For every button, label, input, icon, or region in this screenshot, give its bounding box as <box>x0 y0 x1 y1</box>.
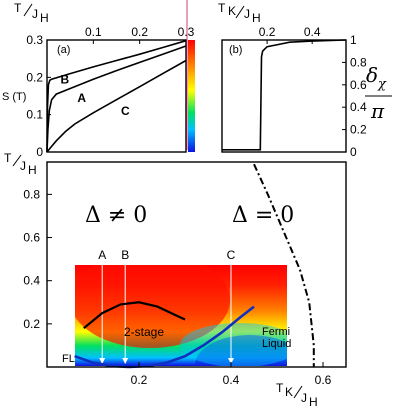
panel-main-ylabel: T J H <box>4 151 37 177</box>
panel-b-curves <box>222 39 347 151</box>
heatmap <box>75 265 287 366</box>
svg-text:χ: χ <box>377 77 387 92</box>
panel-a-xtick-label: 0.3 <box>178 25 195 39</box>
panel-main-xtick-label: 0.6 <box>315 373 332 387</box>
svg-text:J: J <box>20 159 26 173</box>
panel-main-ticks: 0.2 0.4 0.6 0.8 0.2 0.4 0.6 <box>23 187 331 387</box>
panel-main-ytick-label: 0.4 <box>23 274 40 288</box>
panel-b-ytick-label: 0.6 <box>350 78 367 92</box>
svg-text:K: K <box>285 385 293 399</box>
panel-b-xtick-label: 0.4 <box>304 25 321 39</box>
svg-text:J: J <box>32 7 38 21</box>
region-right-label: Δ = 0 <box>232 203 294 228</box>
marker-label-C: C <box>227 248 236 262</box>
panel-b-frame <box>221 39 347 153</box>
colorbar <box>188 40 195 152</box>
marker-arrow-C <box>228 358 234 364</box>
panel-a-xtick-label: 0.1 <box>85 25 102 39</box>
panel-a-xtick-label: 0.2 <box>131 25 148 39</box>
panel-a-ytick-label: 0 <box>36 145 43 159</box>
panel-main-xtick-label: 0.4 <box>223 373 240 387</box>
marker-arrow-A <box>99 358 106 364</box>
region-left-label: Δ ≠ 0 <box>85 203 147 228</box>
panel-main-ytick-label: 0.8 <box>23 187 40 201</box>
panel-a-series-B <box>46 39 187 153</box>
panel-main-xtick-label: 0.2 <box>131 373 148 387</box>
panel-b-ticks: 0 0.2 0.4 0.6 0.8 1 0.2 0.4 <box>259 25 367 159</box>
svg-text:T: T <box>4 151 12 165</box>
annotation-fermi: Fermi <box>262 326 290 338</box>
panel-a-series-label: A <box>77 91 86 105</box>
svg-text:T: T <box>276 381 284 395</box>
marker-label-A: A <box>98 248 106 262</box>
svg-text:J: J <box>301 391 307 405</box>
annotation-liquid: Liquid <box>262 338 291 350</box>
svg-text:J: J <box>244 7 250 21</box>
panel-a-series-label: C <box>121 104 130 118</box>
panel-main-ytick-label: 0.2 <box>23 317 40 331</box>
panel-b-ytick-label: 1 <box>350 33 357 47</box>
panel-a-series-C <box>46 59 187 153</box>
svg-text:T: T <box>14 1 22 15</box>
panel-b-ytick-label: 0.4 <box>350 100 367 114</box>
fermi-liquid-curve <box>74 305 255 369</box>
two-stage-crossover-curve <box>83 301 186 330</box>
panel-a-label: (a) <box>57 44 70 56</box>
panel-b-series-delta-chi <box>222 39 347 151</box>
panel-b-ytick-label: 0.8 <box>350 55 367 69</box>
panel-b-ylabel: δ χ π <box>365 63 392 123</box>
panel-a: 0 0.1 0.2 0.3 0.1 0.2 0.3 AB C (a) S (T) T J H <box>2 1 195 159</box>
annotation-2-stage: 2-stage <box>124 325 164 339</box>
panel-a-series-A <box>46 45 187 153</box>
marker-label-B: B <box>121 248 129 262</box>
panel-main-xlabel: T K J H <box>276 381 318 409</box>
panel-main-curves: A B C <box>74 163 315 369</box>
panel-a-ylabel: S (T) <box>2 91 26 103</box>
svg-text:δ: δ <box>366 63 378 87</box>
svg-text:H: H <box>309 395 318 409</box>
panel-b-label: (b) <box>229 44 242 56</box>
panel-a-ticks: 0 0.1 0.2 0.3 0.1 0.2 0.3 <box>26 25 194 159</box>
panel-b-xtick-label: 0.2 <box>259 25 276 39</box>
annotation-fl: FL <box>62 353 75 365</box>
panel-b-xlabel: T K J H <box>218 1 261 25</box>
panel-a-ytick-label: 0.1 <box>26 108 43 122</box>
svg-text:H: H <box>40 11 49 25</box>
panel-b: 0 0.2 0.4 0.6 0.8 1 0.2 0.4 (b) T K J H δ χ π <box>218 1 392 159</box>
panel-a-frame <box>46 39 187 153</box>
svg-text:K: K <box>228 4 236 18</box>
panel-a-xlabel: T J H <box>14 1 49 25</box>
heatmap-cold-region <box>195 335 287 366</box>
panel-main-frame <box>46 161 347 368</box>
svg-text:H: H <box>28 163 37 177</box>
heatmap-cyan-region <box>180 323 287 366</box>
marker-arrow-B <box>122 358 129 364</box>
panel-main: A B C 0.2 0.4 0.6 0.8 0.2 0.4 0.6 Δ ≠ 0 Δ = 0 2-… <box>4 151 347 409</box>
panel-b-ytick-label: 0.2 <box>350 123 367 137</box>
panel-a-ytick-label: 0.2 <box>26 70 43 84</box>
panel-a-series-label: B <box>61 72 70 86</box>
svg-text:π: π <box>370 99 385 123</box>
panel-b-ytick-label: 0 <box>350 145 357 159</box>
svg-text:T: T <box>218 1 226 15</box>
panel-main-ytick-label: 0.6 <box>23 231 40 245</box>
panel-a-ytick-label: 0.3 <box>26 33 43 47</box>
panel-a-curves: AB C <box>46 39 187 153</box>
svg-text:H: H <box>252 11 261 25</box>
phase-boundary-curve <box>253 163 315 367</box>
